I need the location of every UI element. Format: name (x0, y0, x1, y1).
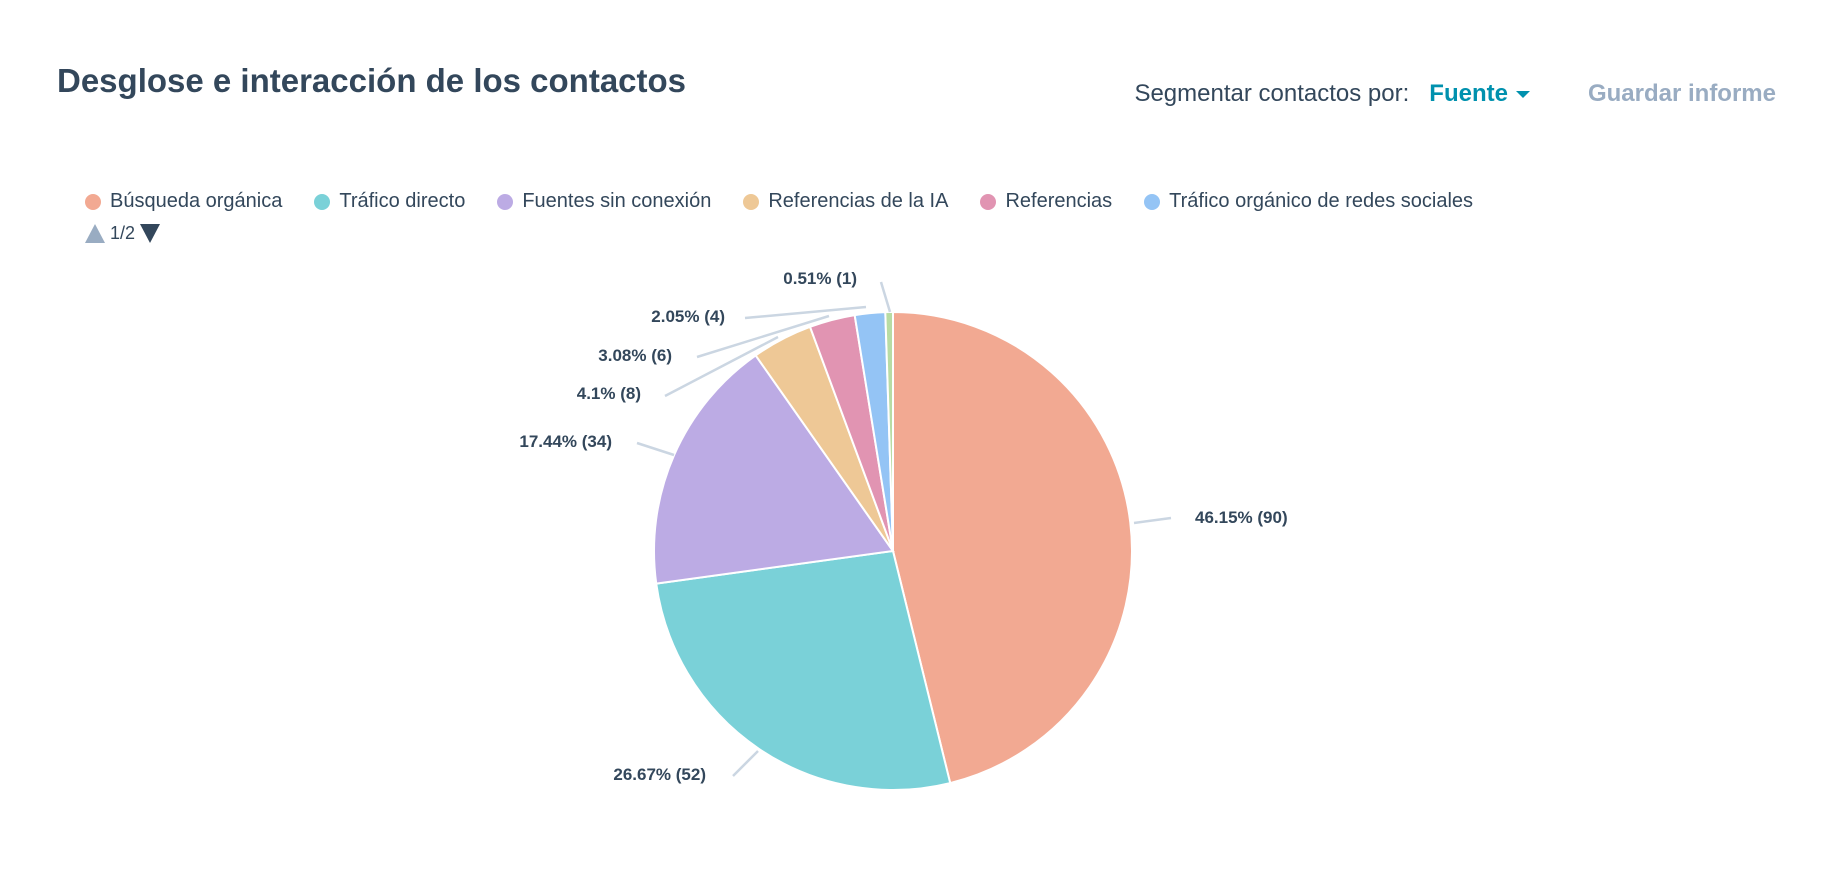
pie-slice[interactable] (892, 310, 1133, 785)
data-label: 17.44% (34) (519, 432, 612, 451)
pager-up-icon[interactable] (85, 224, 105, 243)
legend-item[interactable]: Fuentes sin conexión (497, 190, 711, 213)
leader-line (879, 281, 892, 313)
segment-label: Segmentar contactos por: (1134, 80, 1410, 107)
legend-dot-icon (497, 193, 514, 210)
legend-item[interactable]: Tráfico orgánico de redes sociales (1144, 190, 1473, 213)
legend-dot-icon (85, 193, 101, 210)
leader-line (744, 305, 867, 320)
data-label: 46.15% (90) (1195, 508, 1288, 527)
pager-down-icon[interactable] (140, 224, 161, 243)
pie-slice[interactable] (653, 354, 895, 585)
segment-dropdown[interactable]: Fuente (1429, 80, 1530, 108)
save-report-button[interactable]: Guardar informe (1587, 80, 1776, 107)
leader-line (732, 750, 759, 777)
legend-item[interactable]: Tráfico directo (314, 190, 465, 213)
page-title: Desglose e interacción de los contactos (57, 62, 687, 99)
segment-dropdown-value: Fuente (1429, 80, 1508, 107)
legend-item[interactable]: Búsqueda orgánica (85, 190, 282, 213)
legend-pager: 1/2 (85, 223, 161, 244)
legend-label: Referencias (1005, 190, 1113, 212)
leader-line (696, 314, 830, 359)
legend-label: Referencias de la IA (768, 190, 949, 212)
data-label: 4.1% (8) (577, 384, 641, 403)
data-label: 2.05% (4) (651, 307, 725, 326)
legend-item[interactable]: Referencias de la IA (743, 190, 948, 213)
legend-dot-icon (314, 193, 331, 210)
legend-label: Tráfico directo (339, 190, 466, 212)
leader-line (1133, 516, 1172, 525)
pie-slice[interactable] (655, 549, 952, 791)
chart-legend: Búsqueda orgánica Tráfico directo Fuente… (85, 190, 1505, 213)
caret-down-icon (1515, 90, 1530, 98)
data-label: 3.08% (6) (598, 346, 672, 365)
legend-dot-icon (743, 193, 760, 210)
legend-label: Tráfico orgánico de redes sociales (1169, 190, 1474, 212)
legend-label: Búsqueda orgánica (110, 190, 283, 212)
pager-page-indicator: 1/2 (110, 223, 136, 243)
leader-line (636, 441, 675, 457)
legend-dot-icon (1144, 193, 1161, 210)
segment-controls: Segmentar contactos por: Fuente Guardar … (1134, 80, 1776, 108)
data-label: 0.51% (1) (783, 269, 857, 288)
legend-dot-icon (980, 193, 997, 210)
leader-line (664, 335, 779, 398)
data-label: 26.67% (52) (613, 765, 706, 784)
legend-item[interactable]: Referencias (980, 190, 1112, 213)
legend-label: Fuentes sin conexión (522, 190, 712, 212)
